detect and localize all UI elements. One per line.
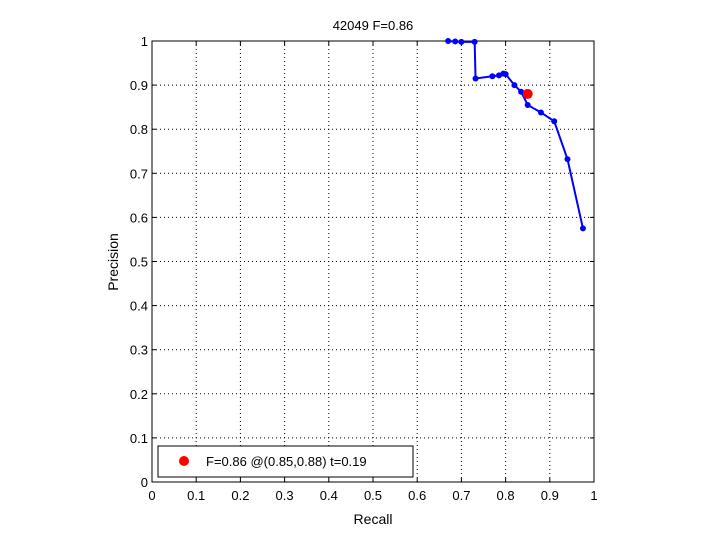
y-tick-label: 0.9 (130, 78, 148, 93)
legend-box (157, 445, 414, 478)
x-tick-label: 0.9 (541, 488, 559, 503)
x-tick-label: 0.7 (452, 488, 470, 503)
series-point (502, 71, 509, 78)
y-tick-label: 0.1 (130, 431, 148, 446)
y-tick-label: 0.6 (130, 210, 148, 225)
series-point (518, 88, 525, 95)
highlight-group (522, 88, 533, 99)
y-tick-label: 0.3 (130, 343, 148, 358)
y-tick-labels: 0 0.1 0.2 0.3 0.4 0.5 0.6 0.7 0.8 0.9 1 (130, 34, 148, 490)
series-point (471, 38, 478, 45)
legend-label: F=0.86 @(0.85,0.88) t=0.19 (206, 454, 367, 469)
series-point (445, 38, 452, 44)
x-tick-label: 0.1 (187, 488, 205, 503)
x-axis-label: Recall (354, 511, 393, 527)
legend-marker (179, 456, 189, 466)
y-tick-label: 0.5 (130, 255, 148, 270)
series-point (458, 38, 465, 45)
x-tick-label: 0.6 (408, 488, 426, 503)
y-tick-label: 0.2 (130, 387, 148, 402)
series-point (537, 109, 544, 116)
series-point (472, 75, 479, 82)
ticks (151, 40, 595, 483)
y-axis-label: Precision (105, 233, 121, 291)
y-tick-label: 0.4 (130, 299, 148, 314)
grid (152, 41, 594, 482)
x-tick-label: 0 (148, 488, 155, 503)
series-point (524, 101, 531, 108)
legend: F=0.86 @(0.85,0.88) t=0.19 (157, 445, 414, 478)
x-tick-label: 1 (590, 488, 597, 503)
y-tick-label: 0.8 (130, 122, 148, 137)
x-tick-label: 0.8 (497, 488, 515, 503)
y-tick-label: 0 (141, 475, 148, 490)
series-point (579, 225, 586, 232)
y-tick-label: 1 (141, 34, 148, 49)
series-point (551, 118, 558, 125)
y-tick-label: 0.7 (130, 166, 148, 181)
x-tick-label: 0.2 (231, 488, 249, 503)
x-tick-labels: 0 0.1 0.2 0.3 0.4 0.5 0.6 0.7 0.8 0.9 1 (148, 488, 597, 503)
best-f-point (522, 88, 533, 99)
series-point (564, 156, 571, 163)
series-group (445, 38, 586, 232)
x-tick-label: 0.4 (320, 488, 338, 503)
x-tick-label: 0.3 (276, 488, 294, 503)
series-point (452, 38, 459, 45)
series-point (489, 73, 496, 80)
x-tick-label: 0.5 (364, 488, 382, 503)
series-point (511, 82, 518, 89)
chart-title: 42049 F=0.86 (333, 18, 414, 33)
